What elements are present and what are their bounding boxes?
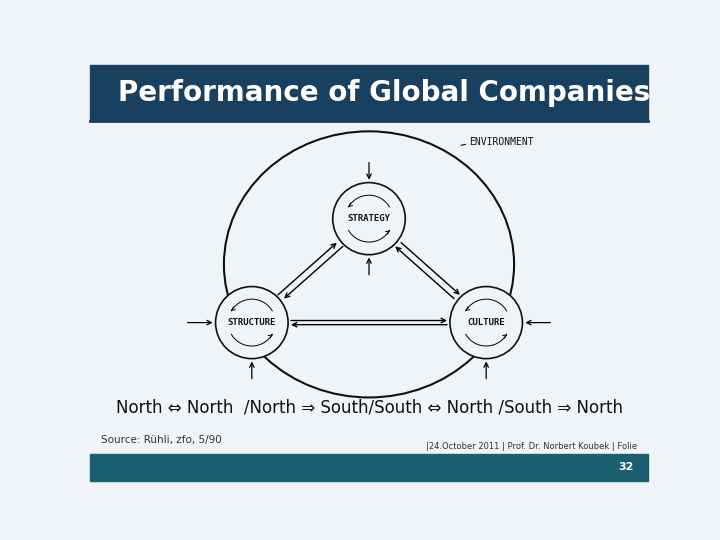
Text: 32: 32 — [618, 462, 634, 472]
Text: ENVIRONMENT: ENVIRONMENT — [469, 137, 534, 147]
Text: STRUCTURE: STRUCTURE — [228, 318, 276, 327]
Text: Performance of Global Companies: Performance of Global Companies — [118, 79, 650, 107]
Bar — [90, 454, 648, 481]
Ellipse shape — [215, 287, 288, 359]
Bar — [90, 65, 648, 121]
Text: STRATEGY: STRATEGY — [348, 214, 390, 223]
Text: North ⇔ North  /North ⇒ South/South ⇔ North /South ⇒ North: North ⇔ North /North ⇒ South/South ⇔ Nor… — [115, 399, 623, 417]
Text: Source: Rühli, zfo, 5/90: Source: Rühli, zfo, 5/90 — [101, 435, 222, 445]
Ellipse shape — [450, 287, 523, 359]
Text: CULTURE: CULTURE — [467, 318, 505, 327]
Text: |24.October 2011 | Prof. Dr. Norbert Koubek | Folie: |24.October 2011 | Prof. Dr. Norbert Kou… — [426, 442, 637, 451]
Ellipse shape — [333, 183, 405, 255]
